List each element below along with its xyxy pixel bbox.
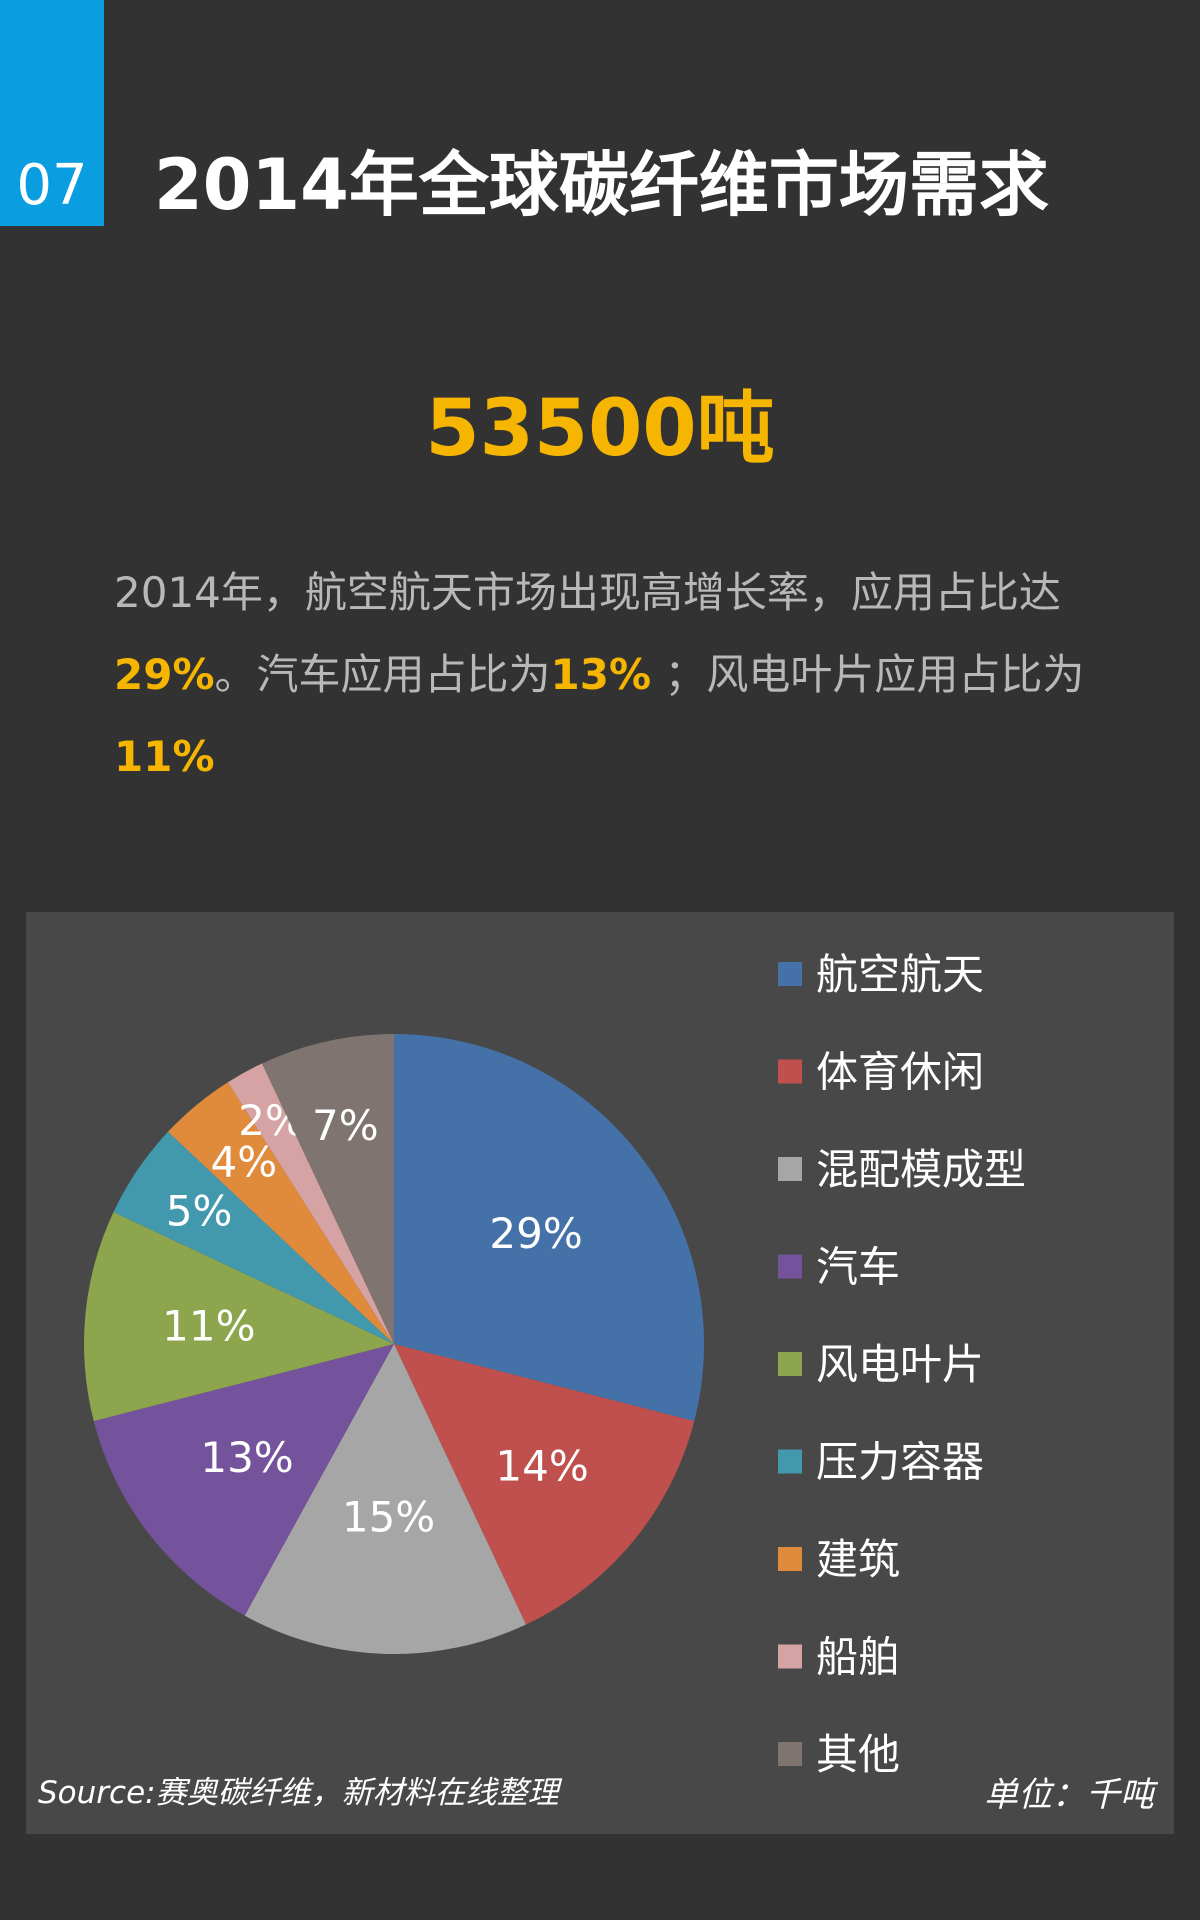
total-demand: 53500吨: [425, 384, 775, 474]
pie-chart: 29%14%15%13%11%5%4%2% 7%航空航天体育休闲混配模成型汽车风电…: [84, 950, 1026, 1779]
section-number: 07: [16, 153, 88, 218]
pie-slice-5: [84, 1212, 395, 1422]
legend-label-7: 建筑: [816, 1535, 900, 1584]
chart-panel: 29% 14% 15% 13% 11% 5% 4% 2% 7% 航空航天 体育休闲 混配模成型 汽车 风电…: [26, 912, 1174, 1834]
section-badge: 07: [0, 0, 104, 226]
legend-swatch-3: [778, 1157, 802, 1181]
slice-label-5: 11%: [162, 1301, 255, 1350]
slice-label-9: 7%: [312, 1101, 379, 1150]
legend-swatch-6: [778, 1449, 802, 1474]
legend-label-2: 体育休闲: [816, 1048, 984, 1097]
summary-part2: 。汽车应用占比为: [214, 650, 551, 699]
pie-slice-2: [394, 1344, 695, 1625]
legend-label-9: 其他: [816, 1730, 900, 1779]
slice-label-3: 15%: [342, 1493, 435, 1542]
pie-slice-7: [168, 1082, 394, 1344]
summary-part3: ；风电叶片应用占比为: [651, 650, 1085, 699]
legend-swatch-4: [778, 1254, 802, 1279]
slice-label-4: 13%: [200, 1433, 293, 1482]
legend-swatch-1: [778, 962, 802, 986]
slice-label-1: 29%: [489, 1209, 582, 1258]
unit-note: 单位：千吨: [984, 1775, 1154, 1815]
legend-swatch-7: [778, 1547, 802, 1571]
summary-part1: 2014年，航空航天市场出现高增长率，应用占比达: [114, 568, 1061, 617]
pie-slice-9: [262, 1034, 394, 1344]
pie-slice-6: [113, 1131, 395, 1344]
page-title: 2014年全球碳纤维市场需求: [154, 144, 1049, 226]
slice-label-7: 4%: [211, 1137, 278, 1186]
legend-label-6: 压力容器: [816, 1438, 984, 1487]
summary-highlight-wind: 11%: [114, 732, 215, 781]
pie-slice-3: [244, 1344, 526, 1654]
pie-slice-4: [93, 1344, 394, 1616]
summary-highlight-aerospace: 29%: [114, 650, 215, 699]
pie-slice-1: [394, 1034, 704, 1422]
legend-label-3: 混配模成型: [816, 1145, 1026, 1194]
slice-label-6: 5%: [166, 1187, 233, 1236]
legend-label-8: 船舶: [816, 1633, 900, 1682]
legend-swatch-9: [778, 1742, 802, 1766]
pie-slice-8: [227, 1063, 394, 1344]
summary-text: 2014年，航空航天市场出现高增长率，应用占比达 29%。汽车应用占比为13% ；…: [114, 552, 1104, 798]
legend-label-5: 风电叶片: [816, 1340, 984, 1389]
source-note: Source:赛奥碳纤维，新材料在线整理: [38, 1775, 559, 1811]
slice-label-2: 14%: [495, 1442, 588, 1491]
summary-highlight-auto: 13%: [550, 650, 652, 699]
legend-swatch-2: [778, 1059, 802, 1084]
legend-swatch-5: [778, 1352, 802, 1376]
legend-label-4: 汽车: [816, 1243, 900, 1292]
legend-swatch-8: [778, 1644, 802, 1669]
legend-label-1: 航空航天: [816, 950, 984, 999]
